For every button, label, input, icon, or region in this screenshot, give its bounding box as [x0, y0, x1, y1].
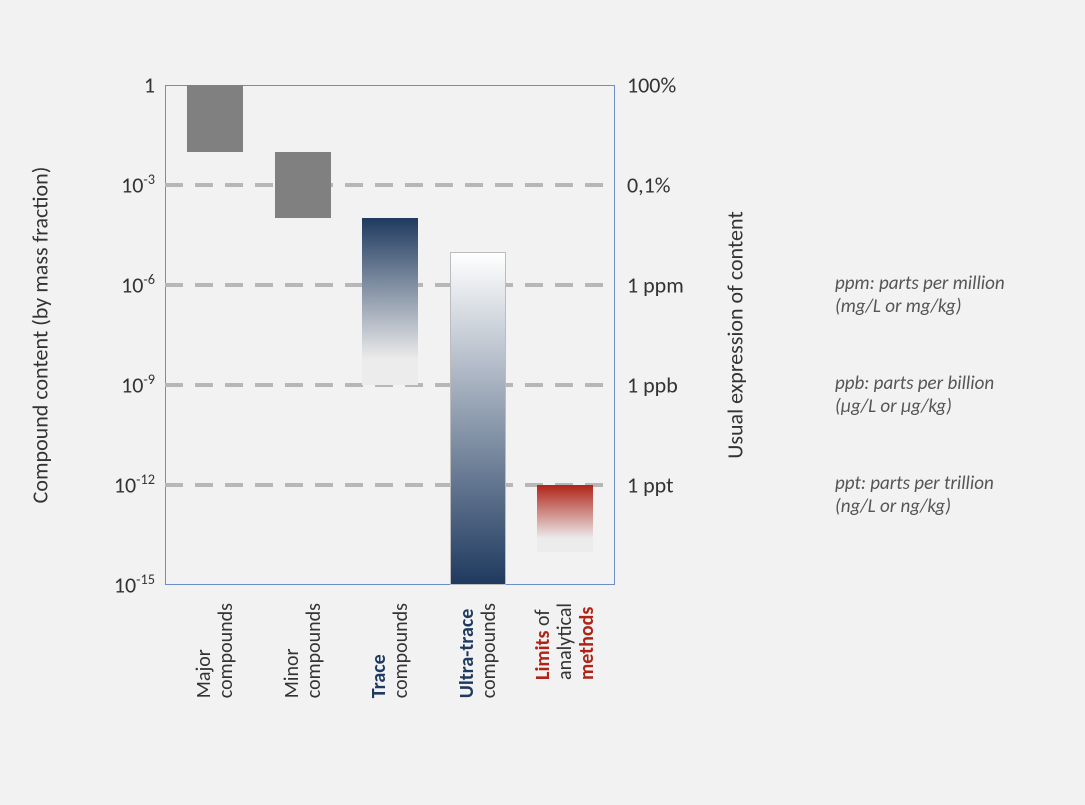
y-tick-left: 10-9: [75, 372, 155, 399]
bar-trace: [362, 218, 418, 385]
gridline: [165, 183, 615, 187]
bar-ultratrace: [450, 252, 506, 585]
y-tick-left: 1: [75, 72, 155, 99]
y-tick-left: 10-12: [75, 472, 155, 499]
annotation: ppb: parts per billion(µg/L or µg/kg): [835, 373, 994, 419]
y-tick-left: 10-6: [75, 272, 155, 299]
bar-minor: [275, 152, 331, 219]
tick-base: 10: [121, 372, 143, 399]
tick-base: 10: [114, 472, 136, 499]
y-tick-right: 1 ppt: [627, 472, 674, 499]
bar-limits: [537, 485, 593, 552]
tick-base: 10: [121, 172, 143, 199]
y-axis-title-left: Compound content (by mass fraction): [27, 167, 54, 504]
y-tick-left: 10-3: [75, 172, 155, 199]
category-label-ultratrace: Ultra-tracecompounds: [456, 603, 500, 698]
y-tick-left: 10-15: [75, 572, 155, 599]
tick-base: 10: [114, 572, 136, 599]
annotation: ppt: parts per trillion(ng/L or ng/kg): [835, 473, 994, 519]
tick-exponent: -12: [136, 470, 155, 488]
category-label-trace: Tracecompounds: [368, 603, 412, 698]
y-tick-right: 1 ppm: [627, 272, 684, 299]
bar-major: [187, 85, 243, 152]
tick-base: 10: [121, 272, 143, 299]
y-tick-right: 1 ppb: [627, 372, 678, 399]
category-label-minor: Minorcompounds: [281, 603, 325, 698]
annotation: ppm: parts per million(mg/L or mg/kg): [835, 273, 1005, 319]
y-tick-right: 100%: [627, 72, 676, 99]
y-tick-right: 0,1%: [627, 172, 671, 199]
category-label-limits: Limits ofanalyticalmethods: [532, 603, 598, 680]
y-axis-title-right: Usual expression of content: [722, 211, 749, 458]
tick-exponent: -15: [136, 570, 155, 588]
tick-exponent: -3: [143, 170, 155, 188]
tick-exponent: -9: [143, 370, 155, 388]
tick-exponent: -6: [143, 270, 155, 288]
category-label-major: Majorcompounds: [193, 603, 237, 698]
